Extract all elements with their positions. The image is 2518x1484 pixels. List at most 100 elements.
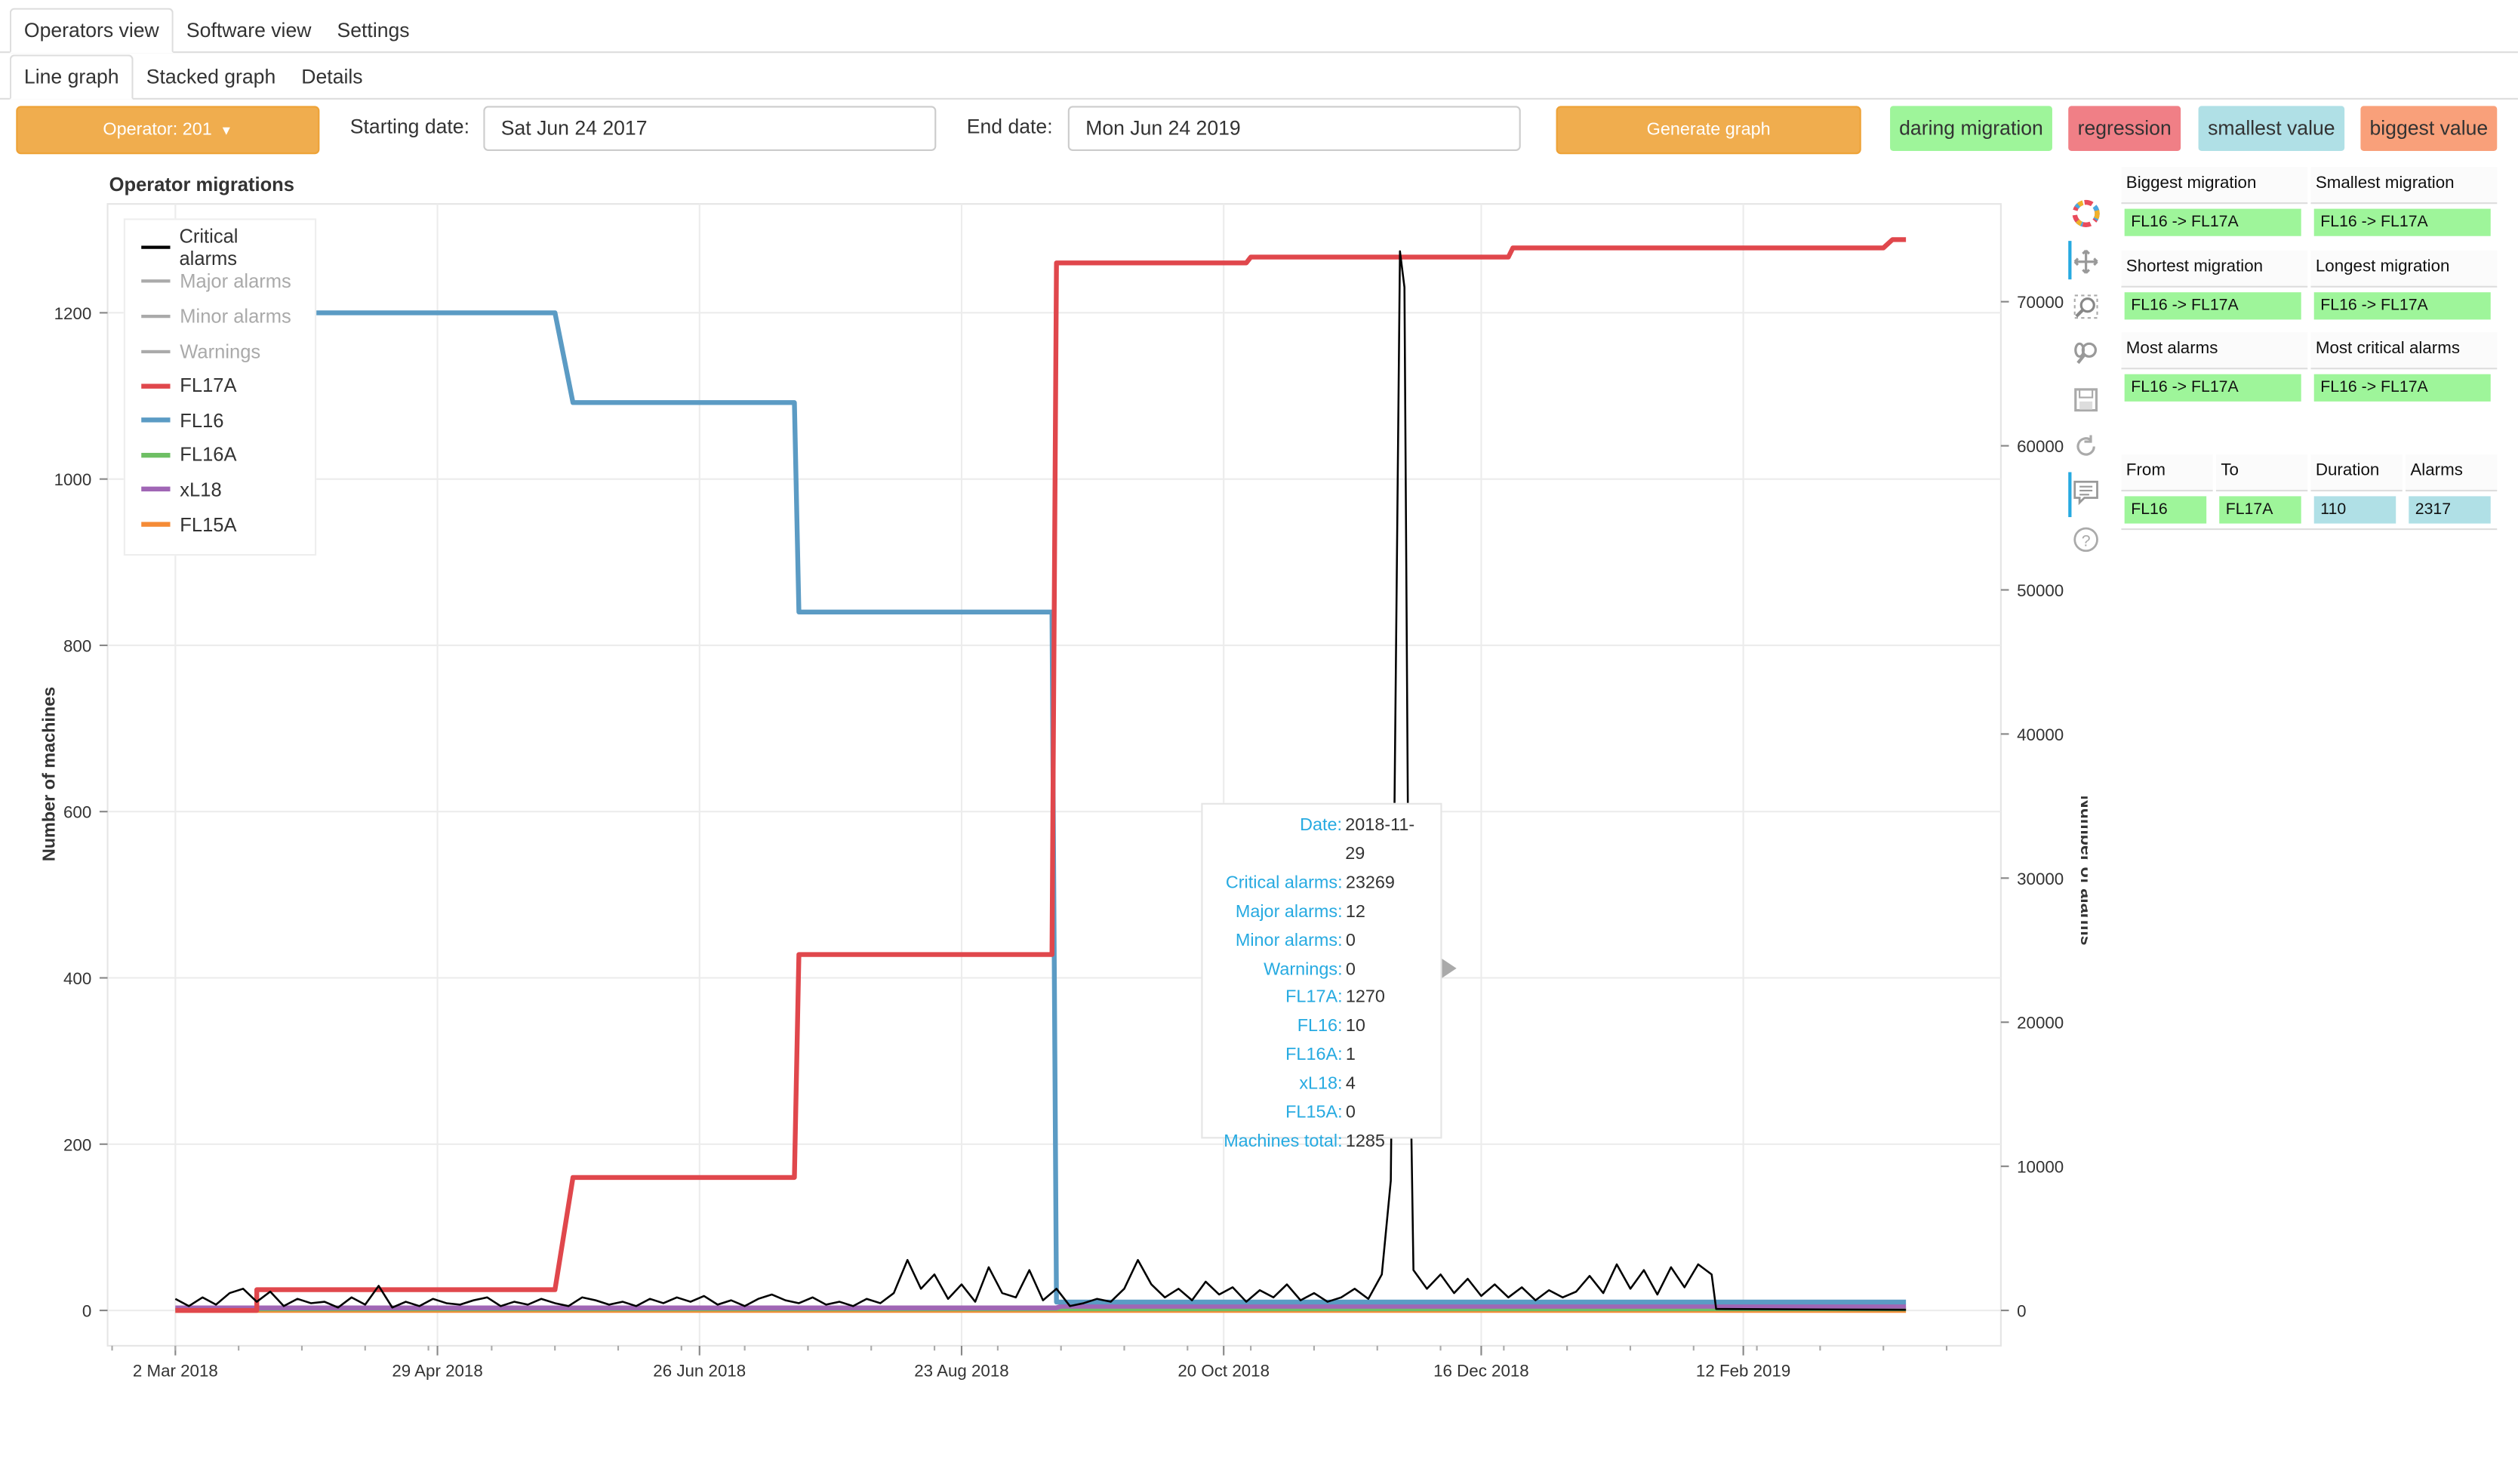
hover-active-indicator [2068, 472, 2072, 518]
migration-duration-cell: 110 [2313, 496, 2396, 524]
tooltip-row: Machines total: 1285 [1209, 1129, 1434, 1158]
hover-icon[interactable] [2068, 476, 2104, 511]
y2-tick-label: 50000 [2017, 581, 2064, 600]
from-header: From [2121, 454, 2213, 492]
tab-software-view[interactable]: Software view [186, 19, 312, 42]
tooltip-value: 1270 [1345, 988, 1385, 1008]
reset-icon[interactable] [2068, 429, 2104, 464]
tab-details[interactable]: Details [301, 66, 363, 89]
tooltip-row: FL17A: 1270 [1209, 985, 1434, 1014]
y2-tick-label: 0 [2017, 1302, 2026, 1321]
main-tabs: Operators view Software view Settings [0, 7, 2518, 54]
series-line-fl17a[interactable] [175, 237, 1907, 1313]
wheel-zoom-icon[interactable] [2068, 336, 2104, 371]
tooltip-value: 0 [1345, 931, 1356, 950]
tooltip-row: Date: 2018-11-29 [1209, 813, 1434, 870]
series-line-xl18[interactable] [175, 1304, 1907, 1310]
tooltip-key: FL16: [1297, 1017, 1343, 1036]
series-line-critical-alarms[interactable] [174, 250, 1907, 1311]
legend-item-major-alarms[interactable]: Major alarms [141, 264, 298, 299]
y2-tick-label: 70000 [2017, 293, 2064, 312]
save-icon[interactable] [2068, 382, 2104, 417]
end-date-input[interactable]: Mon Jun 24 2019 [1067, 106, 1521, 151]
legend-label: FL16A [180, 443, 237, 466]
y-tick-label: 600 [63, 803, 91, 822]
tab-settings[interactable]: Settings [337, 19, 410, 42]
legend-label: Minor alarms [180, 305, 291, 328]
tooltip-arrow-icon [1442, 959, 1457, 978]
legend-label: FL15A [180, 513, 237, 536]
migration-alarms-cell: 2317 [2409, 496, 2491, 524]
biggest-migration-header: Biggest migration [2121, 167, 2308, 205]
sub-tabs: Line graph Stacked graph Details [0, 53, 2518, 100]
tooltip-row: Warnings: 0 [1209, 956, 1434, 985]
tooltip-key: Warnings: [1264, 959, 1343, 979]
y2-tick-label: 20000 [2017, 1014, 2064, 1033]
legend-swatch [141, 280, 171, 284]
most-critical-alarms-value: FL16 -> FL17A [2313, 374, 2491, 402]
legend-daring-migration: daring migration [1890, 106, 2052, 151]
bokeh-logo-icon[interactable] [2068, 196, 2104, 232]
tooltip-key: FL15A: [1285, 1103, 1343, 1123]
y-tick-label: 400 [63, 969, 91, 988]
tooltip-value: 12 [1345, 902, 1365, 922]
tooltip-row: FL15A: 0 [1209, 1100, 1434, 1128]
box-zoom-icon[interactable] [2068, 289, 2104, 325]
tooltip-key: xL18: [1299, 1074, 1343, 1095]
shortest-migration-value: FL16 -> FL17A [2124, 292, 2301, 320]
x-tick-label: 26 Jun 2018 [653, 1361, 746, 1380]
axes: 0200400600800100012000100002000030000400… [54, 293, 2064, 1380]
series-line-fl16[interactable] [175, 310, 1907, 1305]
legend-swatch [141, 452, 171, 458]
legend-item-fl16[interactable]: FL16 [141, 403, 298, 438]
tooltip-row: Critical alarms: 23269 [1209, 870, 1434, 899]
pan-active-indicator [2068, 241, 2072, 280]
legend-item-fl17a[interactable]: FL17A [141, 368, 298, 403]
legend-smallest-value: smallest value [2198, 106, 2345, 151]
tooltip-row: xL18: 4 [1209, 1071, 1434, 1100]
legend-label: Critical alarms [179, 224, 239, 269]
legend-item-fl15a[interactable]: FL15A [141, 507, 298, 542]
legend-swatch [141, 349, 171, 353]
most-alarms-header: Most alarms [2121, 332, 2308, 370]
chart-title: Operator migrations [109, 174, 294, 196]
x-tick-label: 16 Dec 2018 [1433, 1361, 1529, 1380]
shortest-migration-header: Shortest migration [2121, 250, 2308, 288]
migration-chart[interactable]: Operator migrations 02004006008001000120… [0, 161, 2088, 1397]
start-date-input[interactable]: Sat Jun 24 2017 [483, 106, 937, 151]
alarms-header: Alarms [2405, 454, 2498, 492]
tooltip-value: 0 [1345, 1103, 1356, 1123]
smallest-migration-value: FL16 -> FL17A [2313, 208, 2491, 236]
legend-item-critical-alarms[interactable]: Critical alarms [141, 224, 298, 269]
legend-item-warnings[interactable]: Warnings [141, 334, 298, 368]
pan-icon[interactable] [2068, 244, 2104, 279]
y-tick-label: 1200 [54, 304, 92, 323]
y-tick-label: 1000 [54, 470, 92, 489]
legend-item-minor-alarms[interactable]: Minor alarms [141, 299, 298, 334]
legend-label: Warnings [180, 340, 261, 362]
biggest-migration-value: FL16 -> FL17A [2124, 208, 2301, 236]
start-date-label: Starting date: [349, 115, 469, 138]
legend-item-xl18[interactable]: xL18 [141, 473, 298, 507]
generate-graph-button[interactable]: Generate graph [1556, 106, 1861, 155]
legend-item-fl16a[interactable]: FL16A [141, 438, 298, 473]
table-divider [2121, 528, 2498, 531]
tooltip-key: Major alarms: [1235, 902, 1343, 922]
tab-stacked-graph[interactable]: Stacked graph [146, 66, 276, 89]
caret-down-icon: ▼ [220, 122, 233, 137]
legend-label: FL16 [180, 409, 224, 432]
legend-swatch [141, 487, 171, 492]
help-icon[interactable]: ? [2068, 522, 2104, 557]
chart-toolbar: ? [2068, 196, 2113, 565]
y-tick-label: 800 [63, 636, 91, 655]
longest-migration-header: Longest migration [2310, 250, 2498, 288]
legend-swatch [141, 245, 170, 249]
x-tick-label: 29 Apr 2018 [392, 1361, 482, 1380]
to-header: To [2215, 454, 2308, 492]
operator-dropdown-button[interactable]: Operator: 201 ▼ [16, 106, 320, 155]
tab-line-graph[interactable]: Line graph [9, 54, 134, 100]
tab-operators-view[interactable]: Operators view [9, 8, 174, 54]
tooltip-key: FL17A: [1285, 988, 1343, 1008]
series-layer [174, 237, 1907, 1313]
y2-tick-label: 30000 [2017, 870, 2064, 888]
